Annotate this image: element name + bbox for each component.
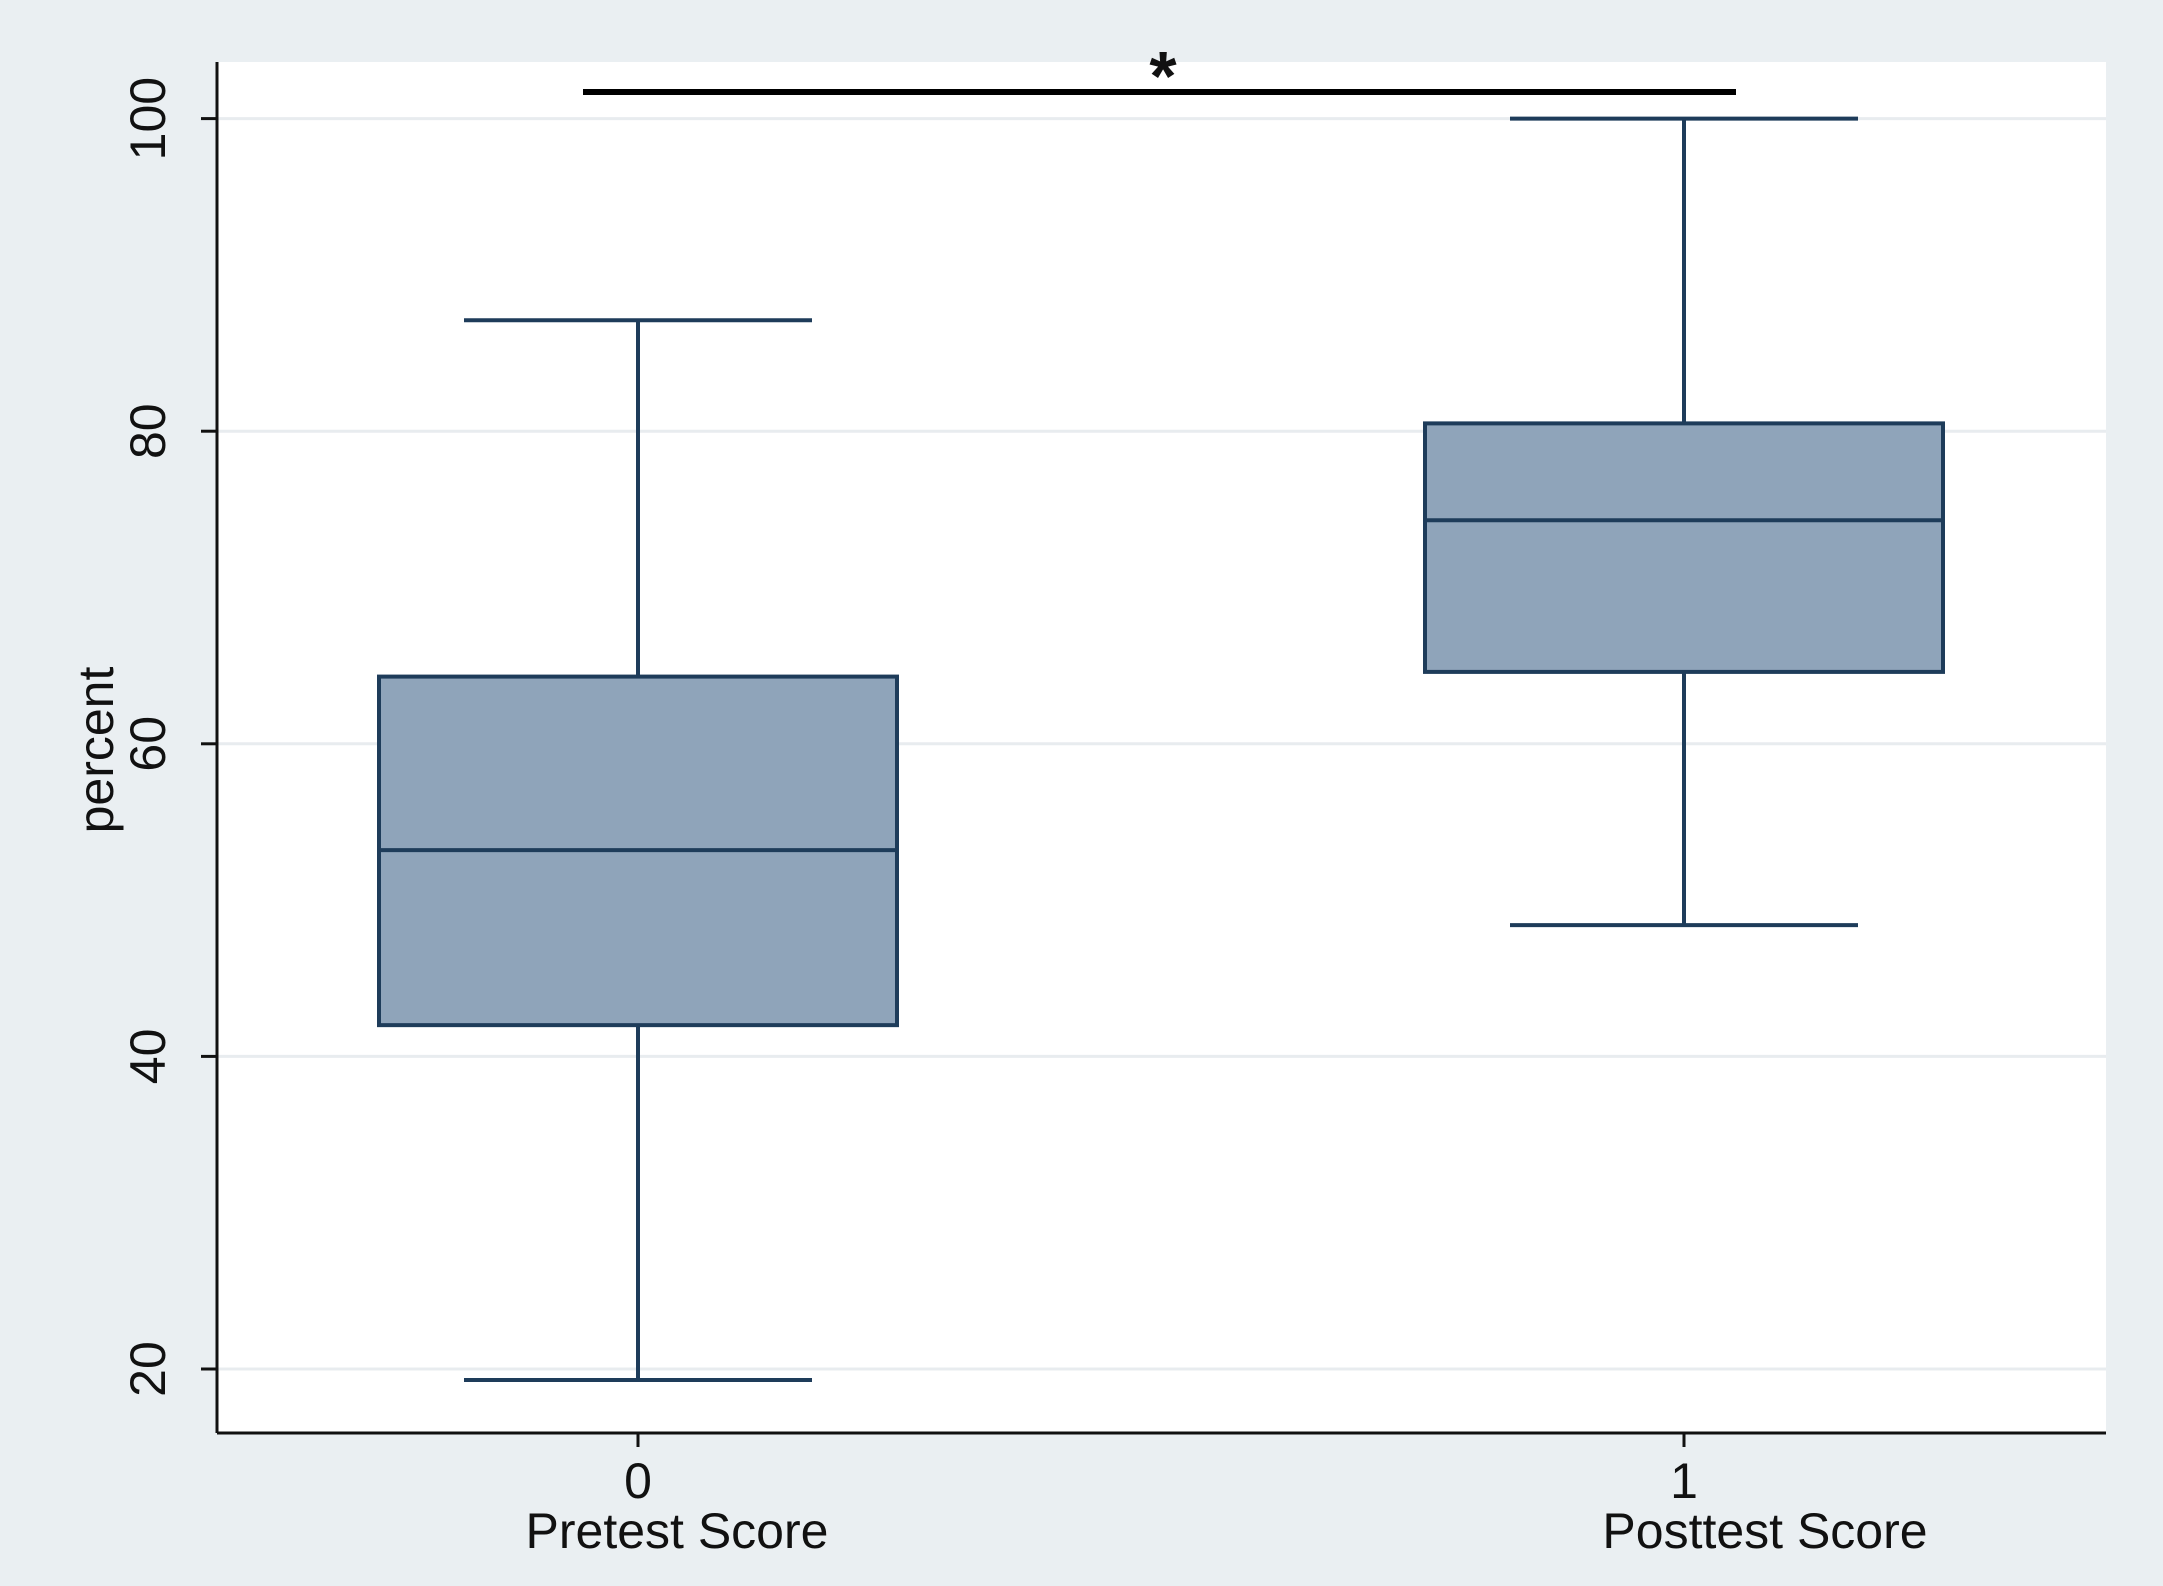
box-group [377, 318, 899, 1382]
y-tick-label: 40 [120, 1029, 176, 1085]
box-group [1423, 116, 1945, 928]
category-label: Posttest Score [1602, 1503, 1927, 1559]
iqr-box [1423, 421, 1945, 674]
y-tick-label: 100 [120, 77, 176, 160]
axes [215, 62, 2106, 1435]
y-tick-label: 20 [120, 1341, 176, 1397]
significance-star: * [1149, 37, 1177, 115]
x-tick-label: 0 [624, 1453, 652, 1509]
significance-annotation: * [583, 37, 1736, 115]
boxes [377, 116, 1945, 1382]
y-ticks: 20 40 60 80 100 [120, 77, 217, 1397]
y-tick-label: 80 [120, 403, 176, 459]
y-axis-title: percent [68, 667, 124, 834]
x-tick-label: 1 [1670, 1453, 1698, 1509]
category-label: Pretest Score [526, 1503, 829, 1559]
y-tick-label: 60 [120, 716, 176, 772]
